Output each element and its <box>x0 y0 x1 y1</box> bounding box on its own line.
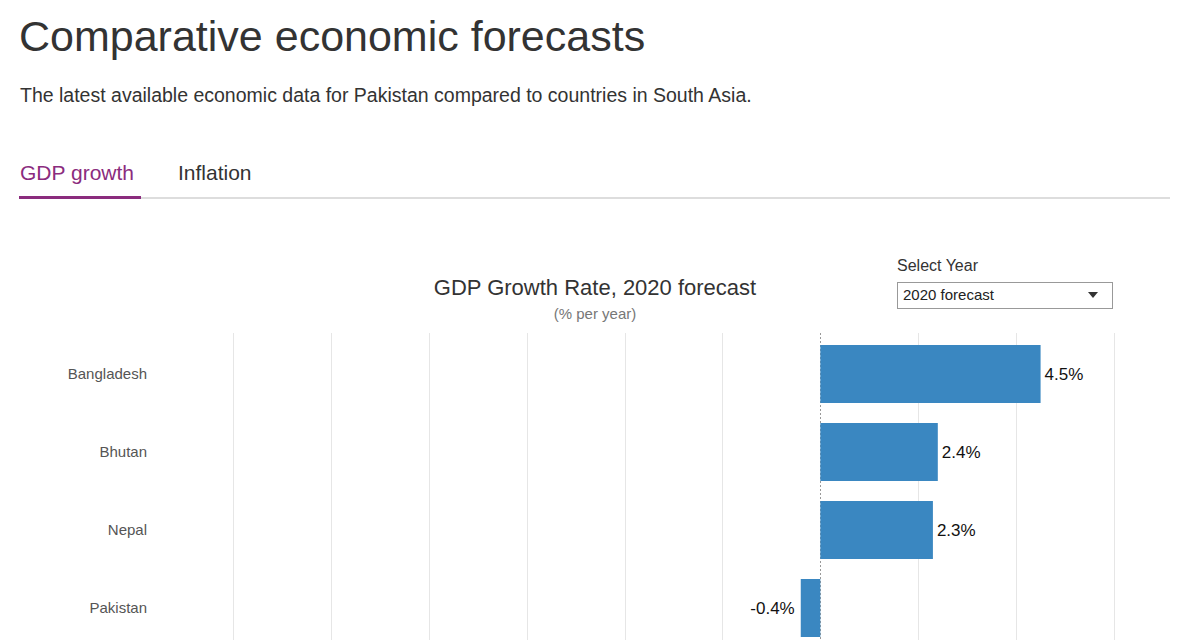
category-label: Bhutan <box>99 443 147 460</box>
bars <box>801 345 1041 637</box>
data-label: -0.4% <box>750 599 794 618</box>
tab-rule <box>19 197 1170 199</box>
category-label: Bangladesh <box>68 365 147 382</box>
select-arrow <box>1088 292 1098 298</box>
grid-line <box>1114 333 1115 640</box>
page-title: Comparative economic forecasts <box>19 12 645 60</box>
select-label: Select Year <box>897 257 979 274</box>
chart-title: GDP Growth Rate, 2020 forecast <box>434 275 756 300</box>
category-label: Nepal <box>108 521 147 538</box>
grid-line <box>331 333 332 640</box>
grid-line <box>429 333 430 640</box>
bar <box>820 501 933 559</box>
data-label: 2.4% <box>942 443 981 462</box>
data-label: 4.5% <box>1045 365 1084 384</box>
page: Comparative economic forecasts The latest… <box>0 0 1200 640</box>
bar <box>801 579 821 637</box>
page-subtitle: The latest available economic data for P… <box>20 84 752 106</box>
select-box[interactable] <box>898 283 1113 309</box>
bar <box>820 423 937 481</box>
tab-active-underline <box>19 196 141 199</box>
grid-line <box>625 333 626 640</box>
grid-line <box>722 333 723 640</box>
data-label: 2.3% <box>937 521 976 540</box>
chart-subtitle: (% per year) <box>554 305 637 322</box>
category-label: Pakistan <box>89 599 147 616</box>
grid-line <box>527 333 528 640</box>
bar <box>820 345 1040 403</box>
tab[interactable]: GDP growth <box>20 161 134 184</box>
tab[interactable]: Inflation <box>178 161 252 184</box>
select-value[interactable]: 2020 forecast <box>903 286 995 303</box>
grid-line <box>233 333 234 640</box>
